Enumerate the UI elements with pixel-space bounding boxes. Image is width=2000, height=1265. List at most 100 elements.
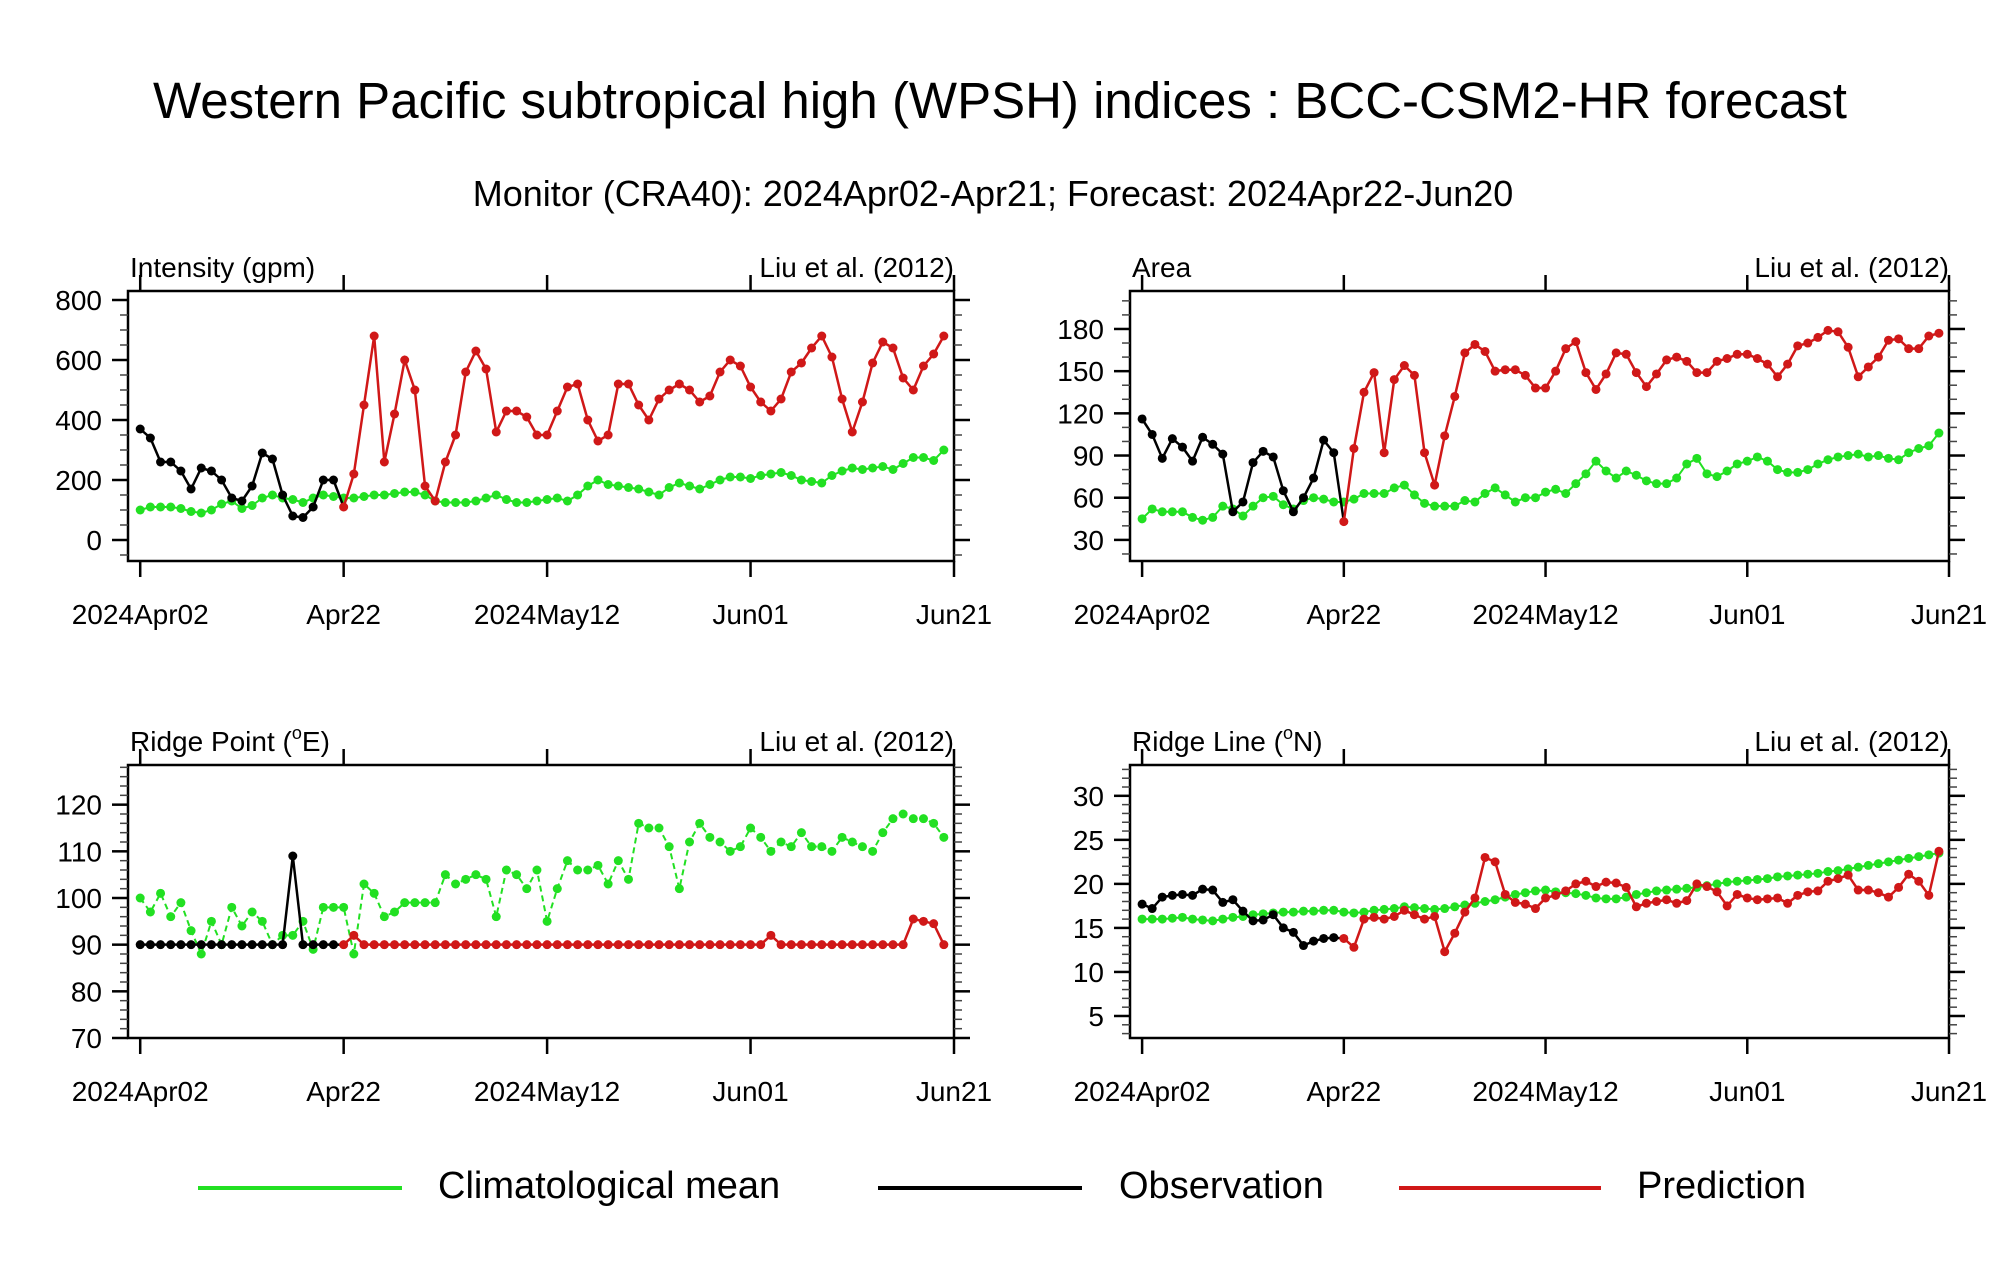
climatology-point	[288, 930, 298, 940]
climatology-point	[135, 893, 145, 903]
prediction-point	[1762, 894, 1772, 904]
climatology-point	[227, 902, 237, 912]
y-tick-label: 120	[55, 790, 102, 821]
prediction-point	[746, 940, 756, 950]
climatology-point	[1571, 479, 1581, 489]
prediction-point	[430, 496, 440, 506]
prediction-point	[1702, 368, 1712, 378]
prediction-point	[379, 457, 389, 467]
climatology-point	[186, 926, 196, 936]
climatology-point	[1258, 493, 1268, 503]
climatology-point	[1611, 894, 1621, 904]
observation-point	[1147, 429, 1157, 439]
legend-label: Observation	[1119, 1165, 1324, 1207]
climatology-point	[247, 907, 257, 917]
climatology-point	[1430, 501, 1440, 511]
climatology-point	[654, 490, 664, 500]
climatology-point	[1641, 476, 1651, 486]
observation-point	[1137, 899, 1147, 909]
climatology-point	[501, 865, 511, 875]
observation-series	[1137, 414, 1339, 517]
climatology-point	[837, 466, 847, 476]
observation-point	[156, 457, 166, 467]
x-tick-label: 2024Apr02	[72, 599, 209, 630]
climatology-point	[471, 870, 481, 880]
prediction-point	[1399, 361, 1409, 371]
climatology-point	[359, 492, 369, 501]
prediction-point	[1722, 901, 1732, 911]
prediction-point	[939, 331, 949, 341]
prediction-point	[1611, 878, 1621, 888]
climatology-point	[593, 475, 603, 485]
prediction-point	[410, 385, 420, 395]
climatology-point	[1440, 904, 1450, 914]
prediction-point	[1460, 348, 1470, 358]
climatology-point	[1359, 489, 1369, 498]
prediction-point	[1873, 352, 1883, 362]
climatology-point	[1712, 472, 1722, 482]
climatology-point	[1520, 493, 1530, 503]
climatology-point	[796, 828, 806, 838]
climatology-point	[522, 498, 532, 507]
climatology-point	[1813, 868, 1823, 878]
observation-point	[186, 484, 196, 494]
prediction-point	[1541, 893, 1551, 903]
prediction-point	[1389, 375, 1399, 385]
prediction-point	[1662, 355, 1672, 365]
observation-point	[1248, 458, 1258, 468]
panel-title-superscript: o	[1283, 723, 1293, 743]
prediction-point	[440, 457, 450, 467]
observation-point	[1309, 473, 1319, 483]
observation-point	[1137, 414, 1147, 424]
prediction-point	[796, 940, 806, 950]
climatology-point	[908, 814, 918, 824]
climatology-point	[929, 818, 939, 828]
climatology-point	[1309, 906, 1319, 916]
x-tick-label: Jun21	[1911, 599, 1987, 630]
climatology-point	[756, 832, 766, 842]
panel-credit: Liu et al. (2012)	[759, 252, 954, 283]
climatology-point	[735, 472, 745, 482]
prediction-point	[715, 367, 725, 377]
climatology-point	[918, 453, 928, 462]
x-tick-label: 2024May12	[474, 1076, 620, 1107]
climatology-point	[1208, 916, 1218, 926]
climatology-point	[1752, 874, 1762, 884]
prediction-point	[349, 469, 359, 479]
climatology-point	[237, 921, 247, 931]
prediction-point	[1641, 382, 1651, 392]
climatology-point	[685, 837, 695, 847]
prediction-point	[451, 430, 461, 440]
x-tick-label: Jun21	[1911, 1076, 1987, 1107]
climatology-point	[1894, 455, 1904, 465]
climatology-point	[807, 477, 817, 486]
climatology-point	[1601, 894, 1611, 904]
observation-point	[1167, 890, 1177, 900]
prediction-point	[1530, 383, 1540, 393]
climatology-point	[522, 884, 532, 894]
climatology-point	[634, 818, 644, 828]
climatology-point	[1500, 490, 1510, 500]
prediction-point	[1460, 907, 1470, 917]
prediction-point	[776, 394, 786, 404]
climatology-point	[746, 474, 756, 483]
legend-item: Observation	[878, 1165, 1324, 1207]
prediction-point	[491, 940, 501, 950]
legend: Climatological mean Observation Prediction	[198, 1165, 1806, 1207]
climatology-point	[807, 842, 817, 852]
prediction-point	[1662, 895, 1672, 905]
climatology-point	[166, 502, 176, 512]
observation-point	[135, 940, 145, 950]
climatology-point	[817, 842, 827, 852]
prediction-point	[1873, 888, 1883, 898]
prediction-point	[481, 364, 491, 374]
prediction-point	[1823, 325, 1833, 335]
y-tick-label: 800	[55, 285, 102, 316]
prediction-point	[613, 940, 623, 950]
prediction-series	[1339, 325, 1944, 527]
climatology-point	[695, 818, 705, 828]
climatology-point	[1188, 914, 1198, 924]
prediction-point	[1500, 889, 1510, 899]
prediction-point	[1621, 882, 1631, 892]
panel-title: Ridge Point (oE)	[130, 723, 330, 757]
